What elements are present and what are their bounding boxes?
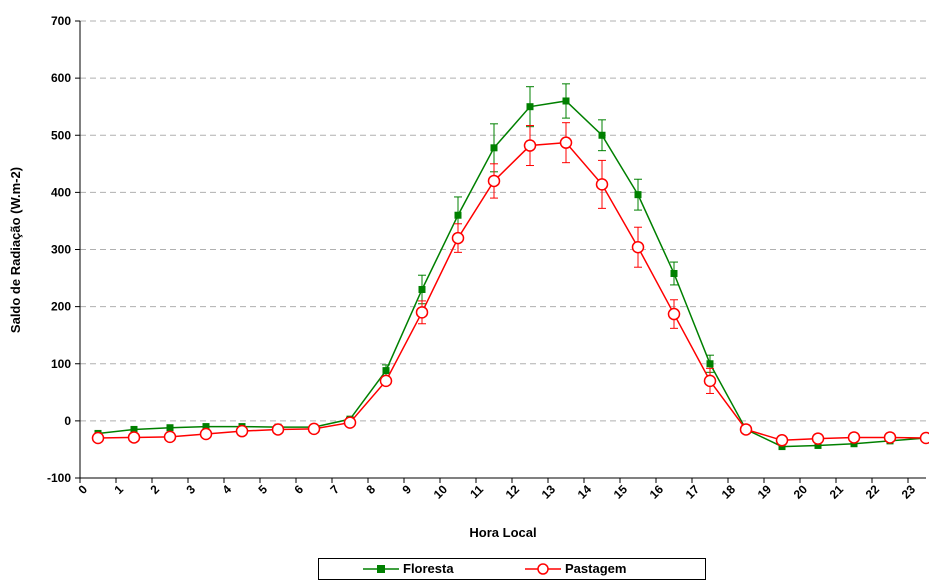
y-tick-label: 300: [51, 243, 71, 257]
data-point-pastagem: [381, 375, 392, 386]
x-tick-label: 21: [827, 482, 847, 502]
data-point-floresta: [707, 360, 714, 367]
data-point-pastagem: [669, 309, 680, 320]
data-point-floresta: [455, 212, 462, 219]
legend-label-pastagem: Pastagem: [565, 561, 626, 576]
data-point-floresta: [527, 103, 534, 110]
x-tick-label: 0: [75, 482, 90, 497]
x-tick-label: 22: [863, 482, 883, 502]
x-tick-label: 2: [147, 482, 162, 497]
data-point-floresta: [419, 286, 426, 293]
gridlines: [80, 21, 926, 421]
data-point-pastagem: [597, 179, 608, 190]
data-point-pastagem: [705, 375, 716, 386]
data-point-pastagem: [849, 432, 860, 443]
y-tick-label: -100: [47, 471, 71, 485]
series-pastagem: [93, 123, 929, 446]
series-floresta: [95, 84, 929, 450]
y-tick-label: 700: [51, 14, 71, 28]
data-point-pastagem: [813, 433, 824, 444]
y-tick-label: 0: [64, 414, 71, 428]
y-tick-label: 100: [51, 357, 71, 371]
x-tick-label: 5: [255, 482, 270, 497]
data-point-pastagem: [453, 233, 464, 244]
legend-swatch-floresta: [363, 562, 399, 576]
x-tick-label: 23: [899, 482, 919, 502]
x-axis-title: Hora Local: [469, 525, 536, 540]
data-point-floresta: [599, 132, 606, 139]
data-point-pastagem: [129, 432, 140, 443]
data-point-pastagem: [885, 432, 896, 443]
data-point-pastagem: [201, 429, 212, 440]
data-point-pastagem: [633, 242, 644, 253]
x-tick-label: 20: [791, 482, 811, 502]
data-point-floresta: [383, 367, 390, 374]
data-point-pastagem: [309, 423, 320, 434]
x-tick-label: 8: [363, 482, 378, 497]
x-tick-label: 11: [467, 482, 486, 501]
y-tick-label: 600: [51, 71, 71, 85]
x-tick-label: 10: [431, 482, 451, 502]
x-tick-label: 6: [291, 482, 306, 497]
x-tick-label: 12: [503, 482, 523, 502]
data-point-pastagem: [489, 175, 500, 186]
data-point-pastagem: [345, 417, 356, 428]
x-tick-label: 17: [683, 482, 703, 502]
x-tick-label: 13: [539, 482, 559, 502]
y-tick-label: 500: [51, 128, 71, 142]
data-point-floresta: [167, 424, 174, 431]
data-point-floresta: [491, 144, 498, 151]
data-point-floresta: [635, 191, 642, 198]
legend: Floresta Pastagem: [318, 558, 706, 580]
y-tick-label: 400: [51, 185, 71, 199]
x-tick-label: 16: [647, 482, 667, 502]
legend-swatch-pastagem: [525, 562, 561, 576]
y-axis-ticks: -100 0 100 200 300 400 500 600 700: [47, 14, 80, 485]
data-point-floresta: [563, 97, 570, 104]
legend-item-pastagem: Pastagem: [525, 561, 626, 576]
x-tick-label: 19: [755, 482, 775, 502]
x-tick-label: 1: [111, 482, 126, 497]
data-point-pastagem: [417, 307, 428, 318]
data-point-pastagem: [921, 433, 929, 444]
x-tick-label: 3: [183, 482, 198, 497]
legend-label-floresta: Floresta: [403, 561, 454, 576]
series-line-floresta: [98, 101, 926, 447]
legend-item-floresta: Floresta: [363, 561, 454, 576]
data-point-pastagem: [777, 435, 788, 446]
series-line-pastagem: [98, 143, 926, 441]
data-point-pastagem: [237, 426, 248, 437]
x-tick-label: 4: [219, 482, 234, 497]
x-tick-label: 15: [611, 482, 631, 502]
x-tick-label: 18: [719, 482, 739, 502]
x-tick-label: 14: [575, 482, 595, 502]
data-point-pastagem: [525, 140, 536, 151]
data-point-pastagem: [561, 137, 572, 148]
data-point-pastagem: [741, 424, 752, 435]
data-point-floresta: [671, 270, 678, 277]
y-tick-label: 200: [51, 300, 71, 314]
series-layer: [93, 84, 929, 450]
data-point-pastagem: [165, 431, 176, 442]
data-point-pastagem: [93, 433, 104, 444]
x-tick-label: 9: [399, 482, 414, 497]
data-point-pastagem: [273, 424, 284, 435]
x-tick-label: 7: [327, 482, 342, 497]
y-axis-title: Saldo de Radiação (W.m-2): [8, 167, 23, 333]
